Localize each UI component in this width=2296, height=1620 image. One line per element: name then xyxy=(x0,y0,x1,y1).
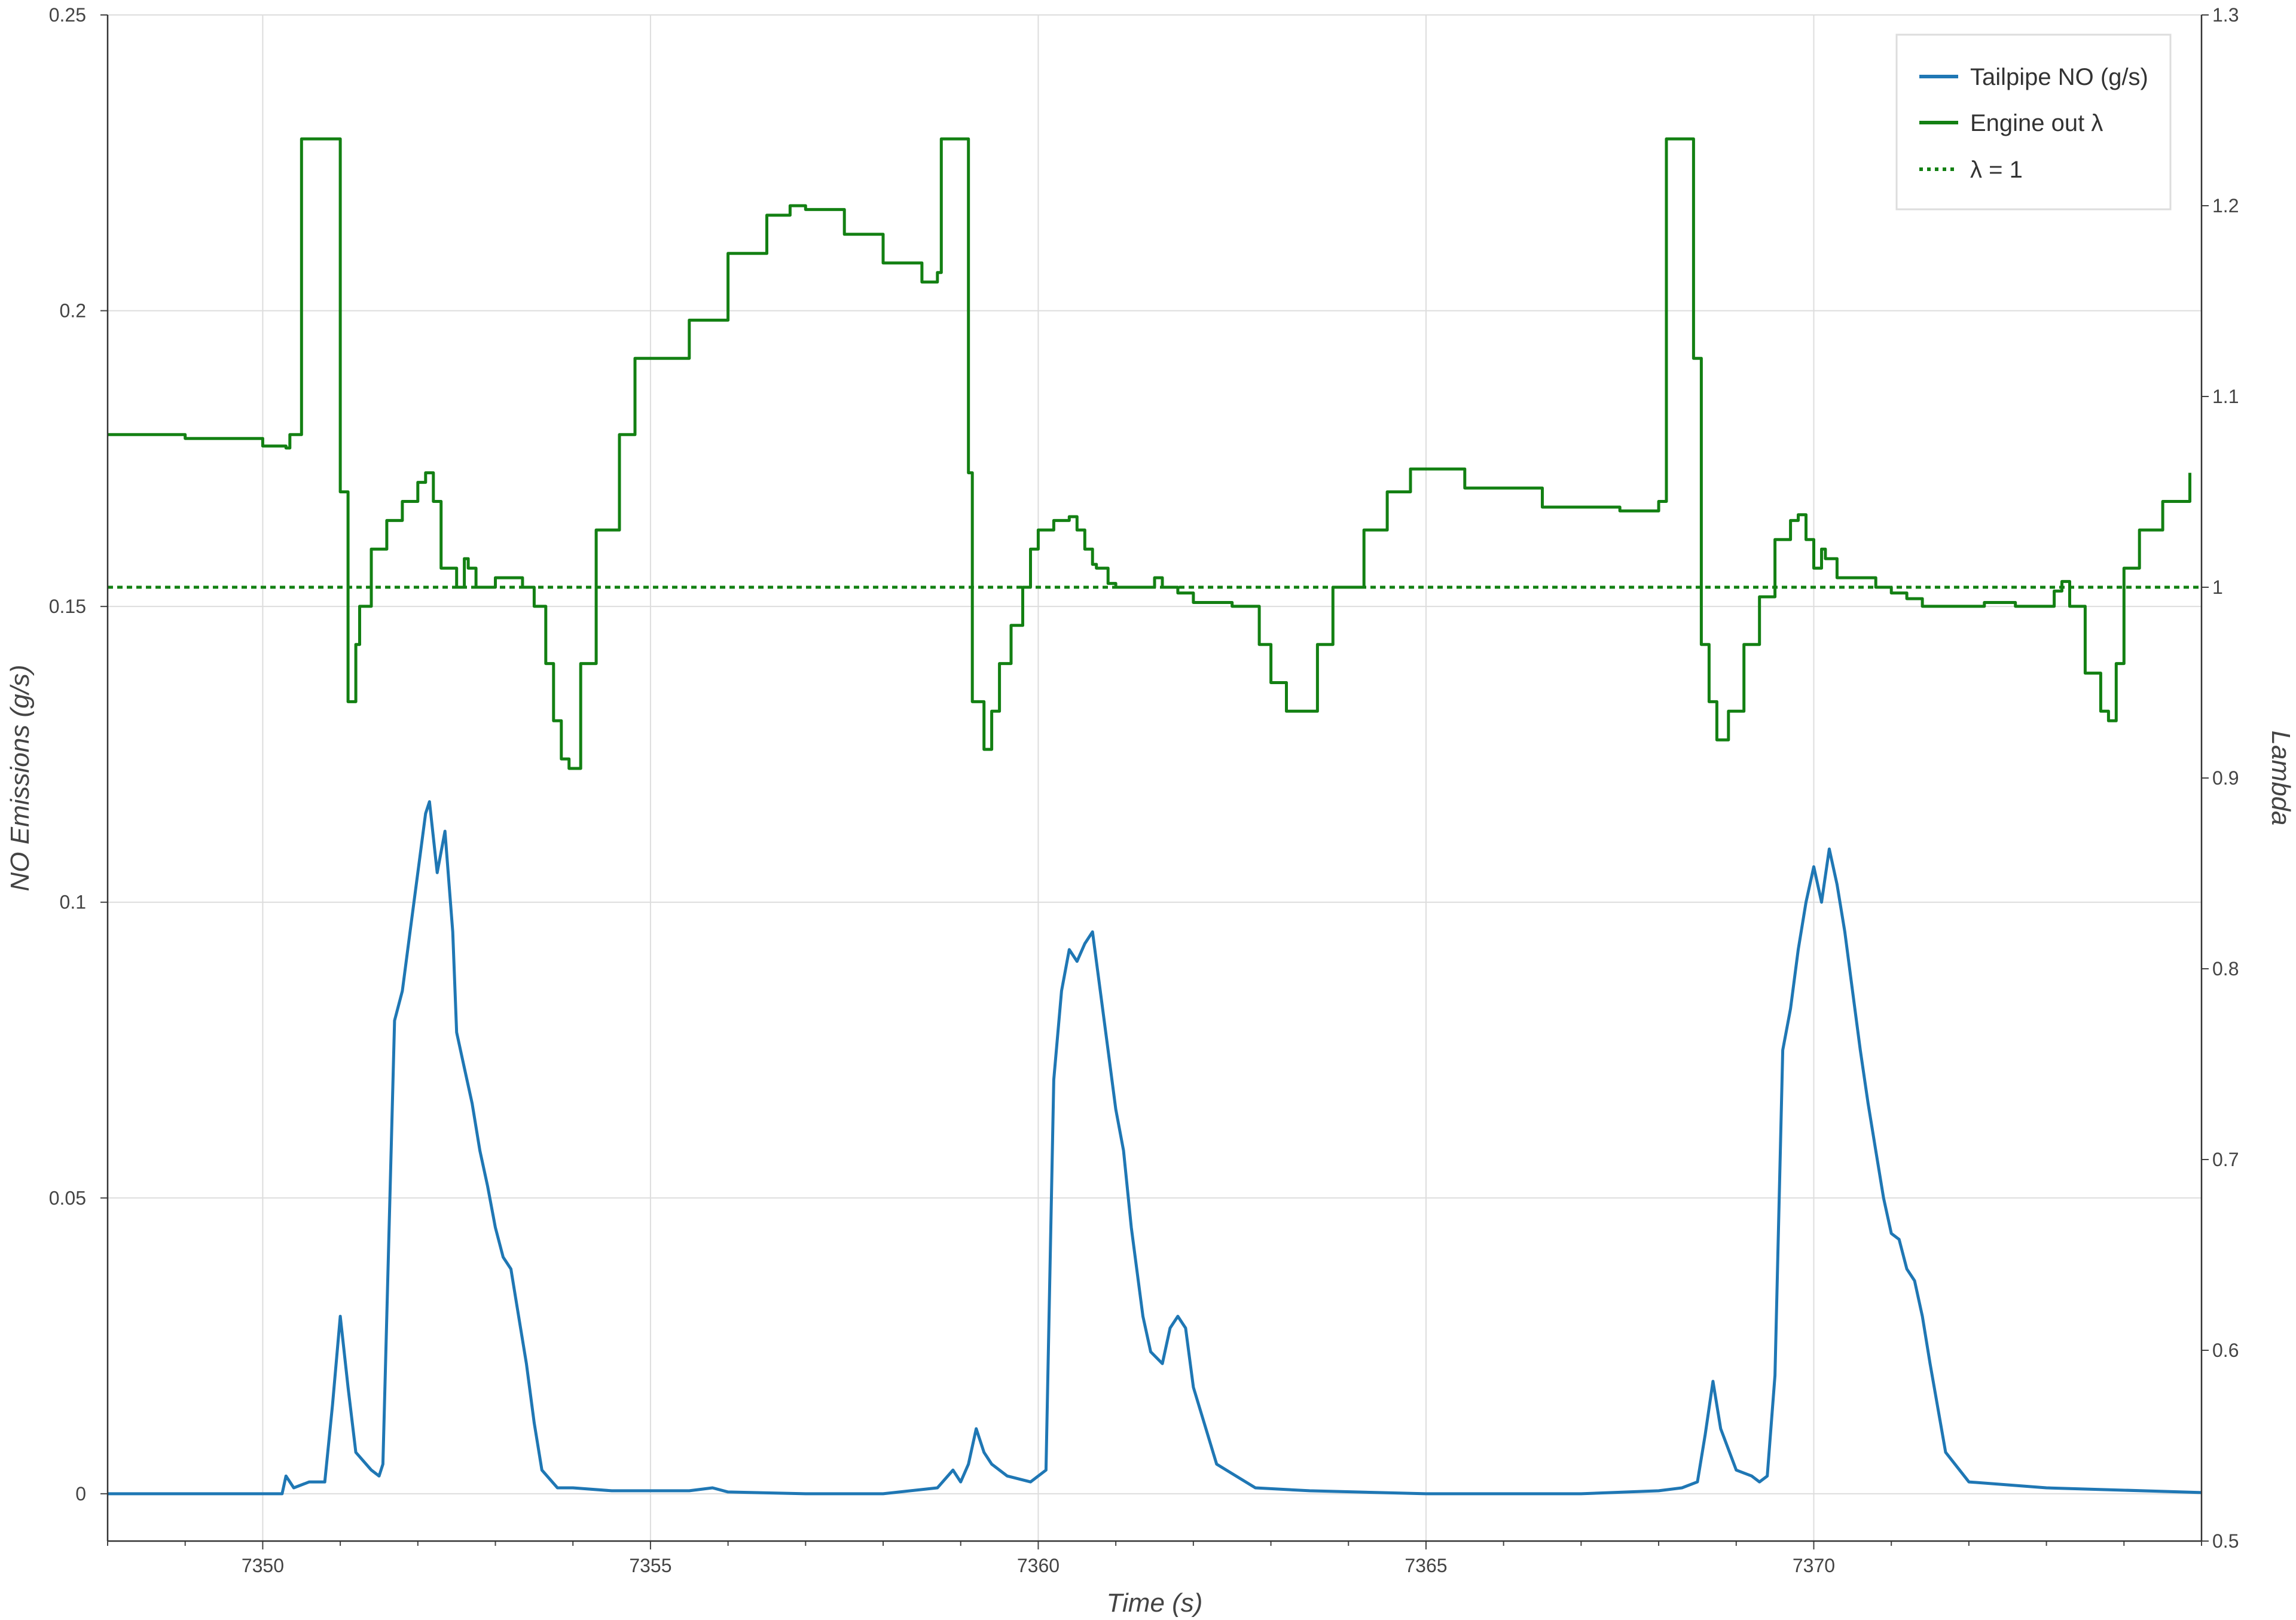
y-right-tick-label: 0.8 xyxy=(2212,958,2239,980)
grid-lines xyxy=(108,14,2202,1541)
y-right-tick-label: 0.6 xyxy=(2212,1340,2239,1361)
y-right-tick-label: 0.5 xyxy=(2212,1530,2239,1552)
y-right-tick-label: 1.3 xyxy=(2212,4,2239,26)
chart-series xyxy=(108,137,2202,1496)
y-right-tick-label: 1.1 xyxy=(2212,386,2239,407)
legend-label-lambda-reference: λ = 1 xyxy=(1970,157,2023,183)
y-left-tick-label: 0.05 xyxy=(49,1187,86,1209)
y-left-tick-label: 0.1 xyxy=(60,892,86,913)
y-left-tick-label: 0.2 xyxy=(60,300,86,322)
y-left-tick-label: 0.25 xyxy=(49,4,86,26)
y-left-tick-label: 0 xyxy=(75,1483,86,1505)
y-right-tick-label: 1.2 xyxy=(2212,195,2239,216)
y-axis-left-title: NO Emissions (g/s) xyxy=(5,665,35,892)
x-tick-label: 7365 xyxy=(1405,1555,1447,1576)
x-tick-label: 7360 xyxy=(1017,1555,1060,1576)
tick-labels: 7350 7355 7360 7365 7370 0 0.05 0.1 0.15 0.2 0.25 0… xyxy=(49,4,2239,1576)
series-tailpipe-no xyxy=(108,800,2202,1496)
series-engine-out-lambda xyxy=(108,137,2191,770)
x-tick-label: 7350 xyxy=(242,1555,284,1576)
x-axis-title: Time (s) xyxy=(1107,1588,1203,1618)
y-right-tick-label: 0.9 xyxy=(2212,767,2239,789)
x-tick-label: 7355 xyxy=(629,1555,671,1576)
y-axis-right-title: Lambda xyxy=(2266,730,2295,825)
y-right-tick-label: 0.7 xyxy=(2212,1149,2239,1170)
y-left-tick-label: 0.15 xyxy=(49,596,86,617)
chart-legend: Tailpipe NO (g/s) Engine out λ λ = 1 xyxy=(1895,33,2172,210)
chart-axes xyxy=(100,14,2209,1549)
y-right-tick-label: 1 xyxy=(2212,576,2223,598)
legend-label-engine-out-lambda: Engine out λ xyxy=(1970,110,2103,136)
x-tick-label: 7370 xyxy=(1793,1555,1835,1576)
legend-label-tailpipe-no: Tailpipe NO (g/s) xyxy=(1970,64,2148,90)
